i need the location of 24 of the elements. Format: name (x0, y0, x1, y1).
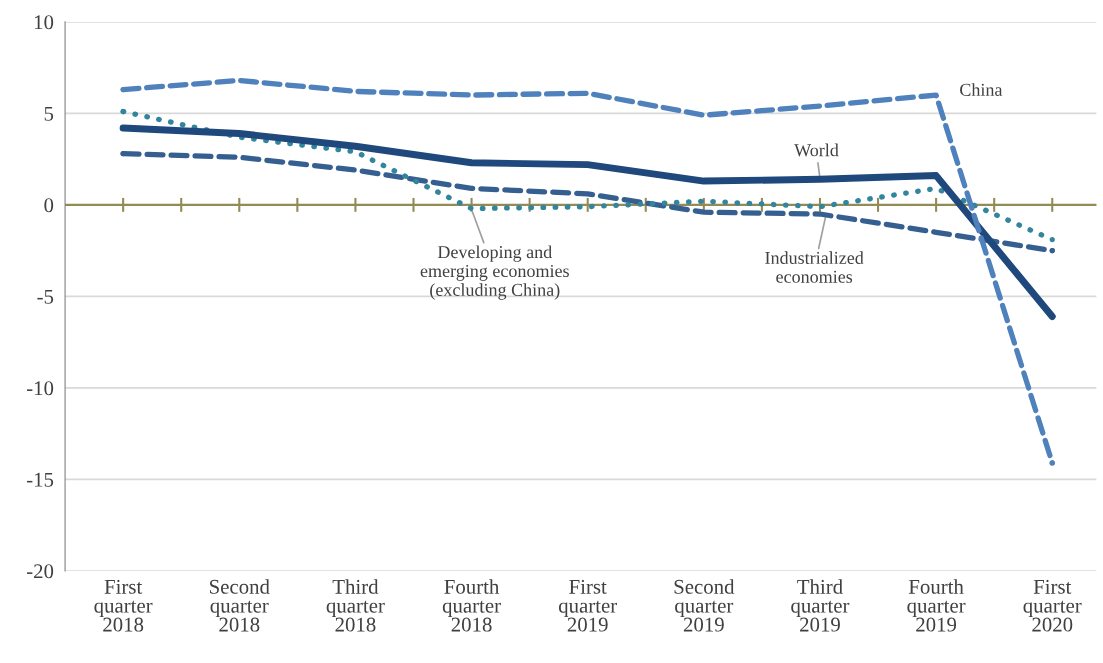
x-tick-label: Fourth quarter 2019 (907, 579, 966, 632)
x-tick-label: First quarter 2018 (94, 579, 153, 632)
series-label: World (794, 143, 839, 157)
y-tick-label: -20 (26, 564, 54, 579)
x-tick-label: First quarter 2019 (558, 579, 618, 632)
y-tick-label: 10 (34, 15, 54, 30)
series-label: China (960, 83, 1003, 96)
x-tick-label: Second quarter 2019 (674, 579, 735, 632)
point (1049, 460, 1055, 466)
point (1049, 237, 1055, 243)
y-tick-label: -5 (37, 289, 54, 304)
y-tick-label: -15 (26, 472, 54, 487)
x-tick-label: First quarter 2020 (1023, 579, 1082, 632)
series-label: Industrialized economies (765, 251, 864, 283)
y-tick-label: 5 (44, 106, 54, 121)
text: Developing and emerging economies (excluding China) (420, 245, 569, 300)
x-tick-label: Third quarter 2018 (326, 579, 385, 632)
x-tick-label: Second quarter 2018 (210, 579, 270, 632)
x-tick-label: Third quarter 2019 (791, 579, 850, 632)
y-tick-label: 0 (44, 198, 54, 213)
x-tick-label: Fourth quarter 2018 (442, 579, 501, 632)
point (1049, 247, 1055, 254)
y-tick-label: -10 (26, 381, 54, 396)
point (120, 108, 126, 115)
